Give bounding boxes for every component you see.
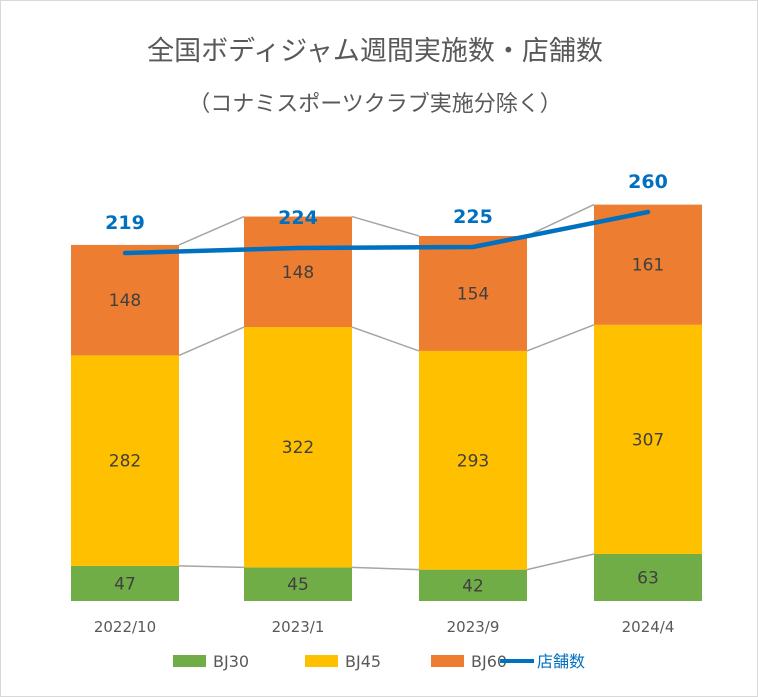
store-count-label-3: 260 xyxy=(628,171,668,193)
bar-bj30-0 xyxy=(71,565,179,601)
category-label-1: 2023/1 xyxy=(272,618,325,636)
bar-bj60-0 xyxy=(71,244,179,356)
category-label-2: 2023/9 xyxy=(447,618,500,636)
bar-bj45-2 xyxy=(419,350,527,570)
bar-bj30-2 xyxy=(419,569,527,601)
bar-bj60-2 xyxy=(419,235,527,351)
series-line-bj30-1 xyxy=(351,566,420,571)
series-connector-lines xyxy=(178,203,595,571)
legend-label-bj60: BJ60 xyxy=(471,652,507,671)
bar-label-bj60-1: 148 xyxy=(282,263,314,283)
bar-bj45-3 xyxy=(594,324,702,554)
legend-label-bj30: BJ30 xyxy=(213,652,249,671)
bar-label-bj45-1: 322 xyxy=(282,438,314,458)
series-line-bj45-0 xyxy=(178,326,245,357)
store-count-label-2: 225 xyxy=(453,206,493,228)
store-count-label-0: 219 xyxy=(105,212,145,234)
legend-label-bj45: BJ45 xyxy=(345,652,381,671)
bar-label-bj30-0: 47 xyxy=(114,574,136,594)
bar-label-bj60-3: 161 xyxy=(632,256,664,276)
series-line-bj30-0 xyxy=(178,565,245,569)
bar-label-bj45-2: 293 xyxy=(457,451,489,471)
legend-swatch-bj60 xyxy=(431,655,464,667)
series-line-bj45-1 xyxy=(351,326,420,352)
legend-swatch-bj45 xyxy=(305,655,338,667)
bar-label-bj45-3: 307 xyxy=(632,430,664,450)
category-label-3: 2024/4 xyxy=(622,618,675,636)
series-line-bj60-2 xyxy=(526,203,595,237)
legend-swatch-bj30 xyxy=(173,655,206,667)
bar-label-bj60-0: 148 xyxy=(109,291,141,311)
series-line-bj30-2 xyxy=(526,553,595,571)
legend-label-store-count: 店舗数 xyxy=(537,652,585,671)
chart-title: 全国ボディジャム週間実施数・店舗数 xyxy=(147,36,603,67)
store-count-line: 219 224 225 260 xyxy=(105,171,668,256)
series-line-bj45-2 xyxy=(526,324,595,352)
bars: 47 282 148 45 322 148 42 293 154 63 307 161 xyxy=(71,204,702,601)
bar-label-bj45-0: 282 xyxy=(109,452,141,472)
bar-label-bj30-3: 63 xyxy=(637,568,659,588)
bar-bj45-1 xyxy=(244,327,352,568)
bar-bj60-1 xyxy=(244,216,352,328)
series-line-bj60-1 xyxy=(351,215,420,237)
bar-bj30-1 xyxy=(244,567,352,601)
bar-label-bj30-2: 42 xyxy=(462,576,484,596)
store-count-label-1: 224 xyxy=(278,207,318,229)
bar-label-bj60-2: 154 xyxy=(457,284,489,304)
bar-label-bj30-1: 45 xyxy=(287,575,309,595)
legend: BJ30 BJ45 BJ60 店舗数 xyxy=(173,652,585,671)
bar-bj60-3 xyxy=(594,204,702,325)
chart-subtitle: （コナミスポーツクラブ実施分除く） xyxy=(188,92,562,117)
bar-bj45-0 xyxy=(71,355,179,566)
category-label-0: 2022/10 xyxy=(94,618,156,636)
category-axis: 2022/10 2023/1 2023/9 2024/4 xyxy=(94,618,675,636)
series-line-bj60-0 xyxy=(178,215,245,246)
bar-bj30-3 xyxy=(594,553,702,601)
store-count-polyline xyxy=(122,209,651,256)
